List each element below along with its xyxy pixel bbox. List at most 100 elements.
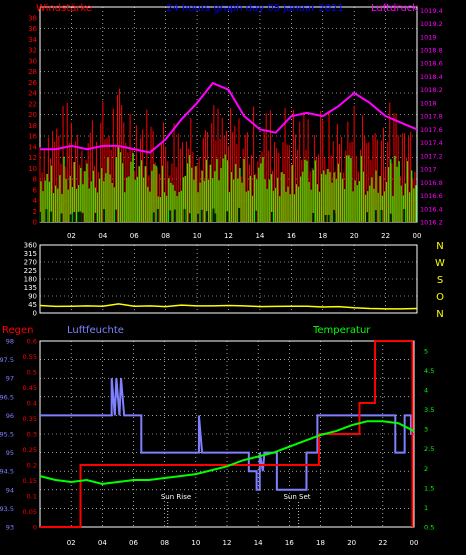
wind-x-ticks: 02 04 06 08 10 12 14 16 18 20 22 00 [67,232,422,240]
x-tick-label: 06 [129,539,138,547]
wind-y-tick-label: 32 [28,47,37,55]
pressure-y-tick-label: 1016.4 [420,205,443,213]
wind-y-tick-label: 30 [28,57,37,65]
humidity-y-tick-label: 93 [6,524,14,532]
temperature-y-tick-label: 1.5 [424,484,434,492]
compass-label: N [436,309,443,320]
humidity-y-tick-label: 97.5 [0,356,14,364]
direction-line [39,303,418,310]
temperature-line [39,420,415,485]
temperature-y-tick-label: 0.5 [424,524,434,532]
wind-bars [39,88,417,222]
wind-y-tick-label: 4 [33,197,38,205]
wind-y-tick-label: 6 [33,186,38,194]
direction-y-tick-label: 45 [28,301,37,309]
direction-y-tick-label: 360 [24,242,37,250]
pressure-y-tick-label: 1016.2 [420,219,443,227]
x-tick-label: 14 [255,232,264,240]
humidity-y-tick-label: 96.5 [0,393,14,401]
pressure-y-tick-label: 1017.6 [420,126,443,134]
rain-y-tick-label: 0.35 [23,415,37,423]
humidity-line [40,378,414,491]
wind-y-tick-label: 20 [28,111,37,119]
temperature-y-ticks: 0.5 1 1.5 2 2.5 3 3.5 4 4.5 5 [424,347,434,531]
direction-y-tick-label: 225 [24,267,37,275]
rain-line [40,340,414,528]
rain-y-tick-label: 0.2 [27,462,37,470]
temperature-y-tick-label: 3.5 [424,406,434,414]
x-tick-label: 16 [285,539,294,547]
wind-y-tick-label: 22 [28,100,37,108]
pressure-y-tick-label: 1017 [420,166,437,174]
x-tick-label: 22 [381,232,390,240]
compass-label: S [437,275,443,286]
x-tick-label: 00 [413,232,422,240]
sun-markers [167,502,300,527]
pressure-y-tick-label: 1016.8 [420,179,443,187]
rain-y-tick-label: 0.15 [23,477,37,485]
compass-label: O [436,292,444,303]
compass-label: N [436,241,443,252]
pressure-y-tick-label: 1016.6 [420,192,443,200]
rain-y-tick-label: 0.6 [27,338,37,346]
wind-y-tick-label: 34 [28,36,37,44]
rain-y-tick-label: 0.25 [23,446,37,454]
humidity-y-tick-label: 94 [6,486,14,494]
humidity-y-tick-label: 97 [6,375,14,383]
pressure-y-tick-label: 1017.8 [420,113,443,121]
sunrise-label: Sun Rise [161,493,191,501]
wind-y-tick-label: 14 [28,143,37,151]
rain-y-tick-label: 0.05 [23,508,37,516]
temperature-y-tick-label: 4 [424,386,428,394]
rain-axis-label: Regen [2,325,34,336]
wind-y-tick-label: 12 [28,154,37,162]
x-tick-label: 10 [193,232,202,240]
sunset-label: Sun Set [283,493,310,501]
temperature-y-tick-label: 4.5 [424,367,434,375]
x-tick-label: 20 [350,232,359,240]
x-tick-label: 12 [223,539,232,547]
pressure-line [40,81,418,154]
direction-y-tick-label: 90 [28,293,37,301]
direction-y-tick-label: 180 [24,276,37,284]
humidity-y-tick-label: 93.5 [0,505,14,513]
x-tick-label: 18 [318,232,327,240]
x-tick-label: 06 [130,232,139,240]
temperature-axis-label: Temperatur [312,325,371,336]
humidity-y-ticks: 93 93.5 94 94.5 95 95.5 96 96.5 97 97.5 98 [0,338,14,532]
pressure-y-tick-label: 1018.6 [420,60,443,68]
wind-y-tick-label: 28 [28,68,37,76]
pressure-y-ticks: 1016.2 1016.4 1016.6 1016.8 1017 1017.2 1017.4… [420,7,443,227]
rain-y-tick-label: 0 [33,524,37,532]
wind-y-tick-label: 18 [28,122,37,130]
temperature-y-tick-label: 2.5 [424,445,434,453]
x-tick-label: 18 [316,539,325,547]
temperature-y-tick-label: 3 [424,426,428,434]
rain-y-tick-label: 0.55 [23,353,37,361]
pressure-y-tick-label: 1019.4 [420,7,443,15]
direction-y-tick-label: 315 [24,250,37,258]
pressure-y-tick-label: 1018.2 [420,86,443,94]
x-tick-label: 04 [98,232,107,240]
x-tick-label: 00 [410,539,419,547]
pressure-axis-label: Luftdruck [371,3,418,14]
pressure-y-tick-label: 1018 [420,99,437,107]
wind-y-tick-label: 36 [28,25,37,33]
x-tick-label: 16 [287,232,296,240]
wind-y-tick-label: 38 [28,14,37,22]
rain-y-tick-label: 0.5 [27,369,37,377]
wind-y-tick-label: 24 [28,90,37,98]
humidity-y-tick-label: 95 [6,449,14,457]
pressure-y-tick-label: 1017.2 [420,152,443,160]
direction-y-tick-label: 270 [24,259,37,267]
x-tick-label: 02 [67,232,76,240]
wind-y-tick-label: 8 [33,176,37,184]
rain-y-tick-label: 0.4 [27,400,37,408]
x-tick-label: 02 [67,539,76,547]
wind-y-tick-label: 10 [28,165,37,173]
x-tick-label: 08 [160,539,169,547]
